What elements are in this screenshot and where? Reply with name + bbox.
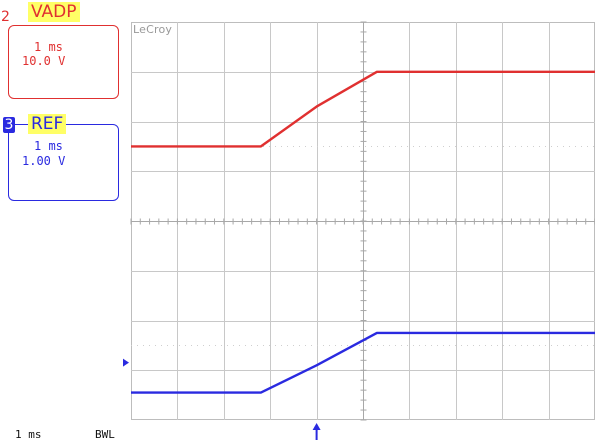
channel-3-scale: 1.00 V xyxy=(22,154,66,168)
markers xyxy=(123,358,321,440)
channel-2-timebase: 1 ms xyxy=(34,40,63,54)
channel-2-box[interactable] xyxy=(8,25,119,99)
trace-vadp xyxy=(131,70,595,148)
footer-timebase: 1 ms xyxy=(15,428,42,441)
grid xyxy=(130,21,595,421)
ref-offset-marker xyxy=(123,358,129,367)
traces xyxy=(131,70,595,394)
channel-2-number: 2 xyxy=(1,9,10,25)
brand-logo: LeCroy xyxy=(133,23,173,36)
trigger-marker-head xyxy=(312,423,321,430)
channel-3-name: REF xyxy=(28,114,67,134)
footer-bwl: BWL xyxy=(95,428,115,441)
channel-3-timebase: 1 ms xyxy=(34,139,63,153)
channel-2-name: VADP xyxy=(28,2,80,22)
trace-ref xyxy=(131,331,595,394)
channel-3-box[interactable] xyxy=(8,124,119,201)
channel-2-scale: 10.0 V xyxy=(22,54,66,68)
channel-3-number: 3 xyxy=(3,117,15,133)
